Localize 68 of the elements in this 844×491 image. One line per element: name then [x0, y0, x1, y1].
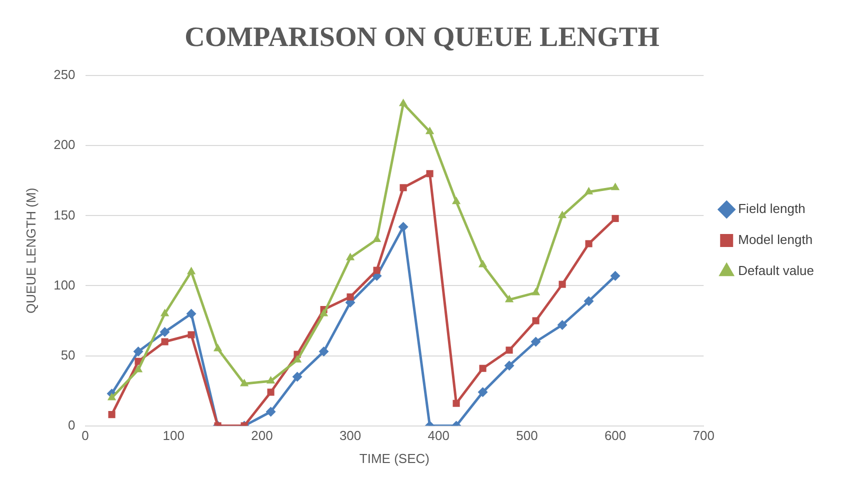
x-tick-label: 300: [339, 428, 362, 444]
point: [134, 364, 143, 372]
y-tick-label: 150: [54, 207, 76, 222]
y-tick-label: 0: [68, 417, 76, 432]
x-tick-label: 400: [428, 428, 450, 444]
point: [240, 378, 249, 386]
point: [584, 186, 594, 194]
point: [133, 346, 144, 357]
point: [452, 196, 461, 204]
point: [506, 346, 513, 354]
point: [610, 270, 620, 281]
point: [478, 260, 488, 268]
x-tick-label: 100: [162, 428, 184, 444]
point: [266, 376, 276, 384]
point: [292, 372, 302, 382]
point: [372, 234, 382, 242]
legend-label: Field length: [738, 201, 806, 216]
point: [531, 288, 540, 296]
point: [160, 326, 170, 337]
point: [584, 296, 594, 306]
point: [107, 392, 116, 400]
point: [398, 222, 408, 232]
point: [346, 252, 355, 260]
point: [213, 344, 222, 352]
y-tick-label: 100: [54, 277, 76, 292]
point: [186, 308, 196, 319]
x-tick-label: 700: [692, 428, 714, 444]
point: [558, 210, 567, 218]
point: [161, 338, 168, 346]
point: [610, 182, 620, 190]
point: [532, 317, 540, 324]
chart-title: COMPARISON ON QUEUE LENGTH: [184, 22, 660, 54]
x-tick-label: 500: [516, 428, 538, 444]
point: [558, 280, 566, 288]
y-tick-label: 250: [54, 67, 76, 82]
point: [478, 387, 488, 398]
point: [267, 388, 274, 396]
point: [319, 308, 328, 316]
point: [557, 320, 568, 330]
point: [398, 98, 408, 106]
y-tick-label: 50: [60, 347, 76, 362]
point: [426, 170, 434, 178]
x-tick-label: 600: [604, 428, 626, 444]
point: [346, 293, 354, 300]
point: [160, 308, 170, 316]
legend-label: Default value: [738, 263, 814, 278]
x-tick-label: 0: [82, 428, 89, 444]
y-axis-title: QUEUE LENGTH (M): [23, 188, 38, 314]
point: [186, 266, 196, 274]
x-axis-title: TIME (SEC): [359, 450, 430, 466]
point: [108, 411, 116, 418]
point: [400, 184, 407, 192]
y-tick-label: 200: [54, 137, 76, 152]
point: [318, 346, 329, 357]
point: [612, 214, 619, 222]
point: [373, 266, 380, 274]
point: [479, 364, 486, 372]
point: [425, 126, 434, 134]
point: [188, 331, 195, 338]
legend-label: Model length: [738, 232, 813, 248]
point: [452, 400, 460, 407]
point: [504, 294, 514, 302]
point: [504, 360, 514, 371]
point: [266, 406, 276, 417]
point: [585, 240, 592, 248]
point: [292, 354, 302, 362]
point: [530, 336, 541, 347]
x-tick-label: 200: [251, 428, 273, 444]
